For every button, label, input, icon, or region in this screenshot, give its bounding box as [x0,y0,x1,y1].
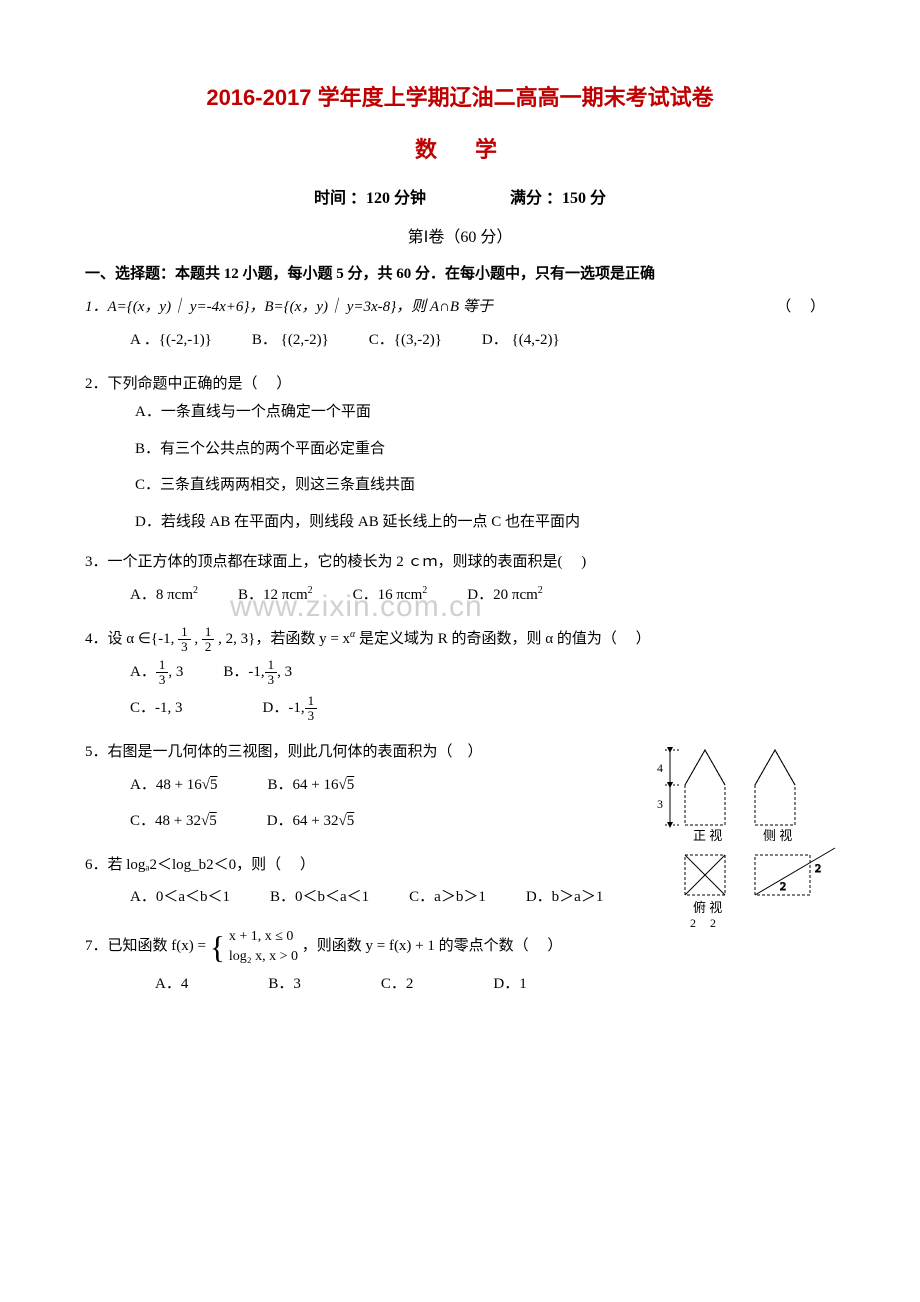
question-1: 1．A={(x，y)｜ y=-4x+6}，B={(x，y)｜ y=3x-8}，则… [85,293,835,358]
q5-opt-c: C．48 + 325 [130,803,217,839]
q4-text: 4．设 α ∈{-1, 13 , 12 , 2, 3}，若函数 y = xα 是… [85,631,651,647]
question-5: 5．右图是一几何体的三视图，则此几何体的表面积为（ ） A．48 + 165 B… [85,738,835,839]
q1-paren: （ ） [776,293,825,322]
q4-opt-c: C．-1, 3 [130,690,183,726]
q6-opt-d: D．b＞a＞1 [526,879,604,915]
part-title: 第Ⅰ卷（60 分） [85,223,835,247]
question-2: 2．下列命题中正确的是（ ） A．一条直线与一个点确定一个平面 B．有三个公共点… [85,370,835,537]
q2-opt-a: A．一条直线与一个点确定一个平面 [85,398,835,427]
q7-opt-d: D．1 [493,966,526,1002]
question-6: 6．若 logₐ2＜log_b2＜0，则（ ） A．0＜a＜b＜1 B．0＜b＜… [85,851,835,916]
q1-opt-c: C．{(3,-2)} [369,322,442,358]
q5-opt-a: A．48 + 165 [130,767,218,803]
q4-opt-b: B．-1,13, 3 [223,654,292,690]
time-label: 时间 ：120 分钟 [314,184,426,208]
q3-opt-b: B．12 πcm2 [238,577,313,613]
q7-opt-a: A．4 [155,966,188,1002]
q4-opt-a: A．13, 3 [130,654,183,690]
section1-header: 一、选择题：本题共 12 小题，每小题 5 分，共 60 分．在每小题中，只有一… [85,262,835,283]
q3-text: 3．一个正方体的顶点都在球面上，它的棱长为 2 ｃｍ，则球的表面积是( ) [85,548,835,577]
q1-opt-a: A ．{(-2,-1)} [130,322,212,358]
q3-opt-d: D．20 πcm2 [467,577,542,613]
q2-opt-c: C．三条直线两两相交，则这三条直线共面 [85,471,835,500]
q2-opt-d: D．若线段 AB 在平面内，则线段 AB 延长线上的一点 C 也在平面内 [85,508,835,537]
q6-opt-c: C．a＞b＞1 [409,879,486,915]
question-7: 7．已知函数 f(x) = { x + 1, x ≤ 0 log₂ x, x >… [85,927,835,1002]
q6-opt-b: B．0＜b＜a＜1 [270,879,369,915]
subject: 数 学 [85,132,835,164]
q5-text: 5．右图是一几何体的三视图，则此几何体的表面积为（ ） [85,738,835,767]
q7-opt-b: B．3 [268,966,301,1002]
q6-opt-a: A．0＜a＜b＜1 [130,879,230,915]
exam-title: 2016-2017 学年度上学期辽油二高高一期末考试试卷 [85,80,835,112]
question-3: 3．一个正方体的顶点都在球面上，它的棱长为 2 ｃｍ，则球的表面积是( ) A．… [85,548,835,613]
q3-opt-c: C．16 πcm2 [353,577,428,613]
page-content: 2016-2017 学年度上学期辽油二高高一期末考试试卷 数 学 时间 ：120… [85,80,835,1002]
q3-opt-a: A．8 πcm2 [130,577,198,613]
q7-text: 7．已知函数 f(x) = { x + 1, x ≤ 0 log₂ x, x >… [85,938,562,954]
q5-opt-d: D．64 + 325 [267,803,355,839]
q5-opt-b: B．64 + 165 [268,767,355,803]
q1-opt-b: B． {(2,-2)} [252,322,329,358]
meta-line: 时间 ：120 分钟 满分 ：150 分 [85,184,835,208]
score-label: 满分 ：150 分 [510,190,606,207]
question-4: 4．设 α ∈{-1, 13 , 12 , 2, 3}，若函数 y = xα 是… [85,625,835,727]
q1-text: 1．A={(x，y)｜ y=-4x+6}，B={(x，y)｜ y=3x-8}，则… [85,299,493,315]
q1-opt-d: D． {(4,-2)} [482,322,560,358]
q2-opt-b: B．有三个公共点的两个平面必定重合 [85,435,835,464]
q6-text: 6．若 logₐ2＜log_b2＜0，则（ ） [85,851,835,880]
q4-opt-d: D．-1,13 [263,690,318,726]
q2-text: 2．下列命题中正确的是（ ） [85,370,835,399]
q7-opt-c: C．2 [381,966,414,1002]
